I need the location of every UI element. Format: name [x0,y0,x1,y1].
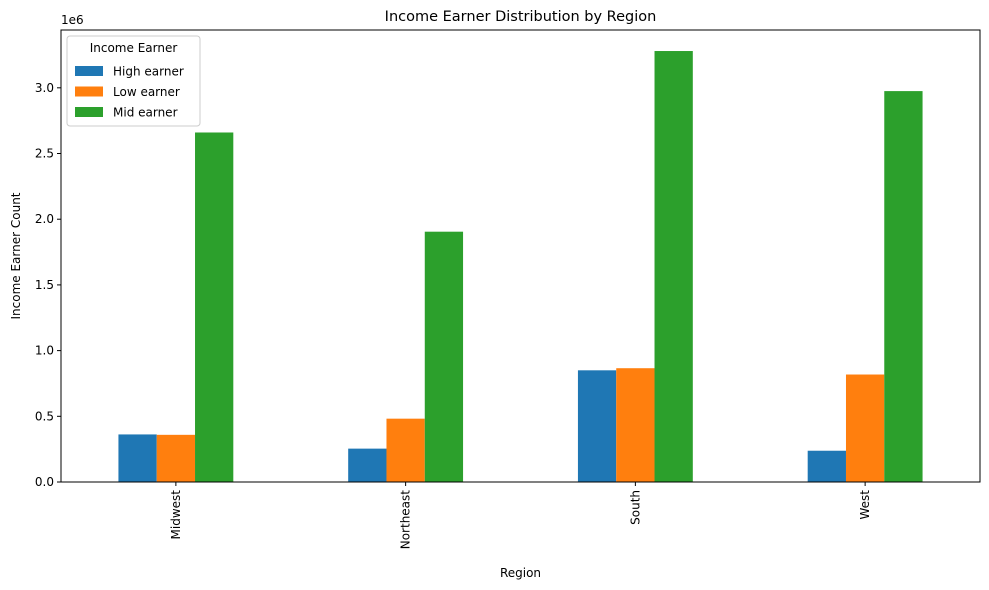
bar-south-high-earner [577,370,617,482]
bar-south-mid-earner [654,51,693,483]
plot-frame [60,29,981,483]
legend-title: Income Earner [90,41,178,55]
legend-items: High earner Low earner Mid earner [75,65,184,120]
bar-northeast-low-earner [386,418,425,482]
bar-midwest-mid-earner [195,132,234,483]
legend-label: Mid earner [113,106,178,120]
legend-swatch [75,86,103,97]
legend: Income Earner High earner Low earner Mid e… [66,35,201,127]
x-tick-label: Midwest [169,490,183,540]
legend-box [66,35,201,127]
bars-group [118,51,923,483]
bar-west-low-earner [845,374,885,482]
y-offset-text: 1e6 [61,13,84,27]
x-tick-label: Northeast [399,490,413,550]
y-tick-label: 2.0 [35,212,54,226]
y-tick-label: 3.0 [35,81,54,95]
bar-south-low-earner [616,368,655,482]
y-axis-label: Income Earner Count [9,192,23,319]
bar-midwest-high-earner [118,434,157,482]
y-axis: 0.0 0.5 1.0 1.5 2.0 2.5 3.0 [35,81,61,489]
legend-label: High earner [113,65,184,79]
x-tick-label: West [858,490,872,520]
bar-northeast-mid-earner [424,231,464,482]
bar-west-mid-earner [884,91,923,482]
y-tick-label: 1.0 [35,344,54,358]
y-tick-label: 2.5 [35,147,54,161]
y-tick-label: 1.5 [35,278,54,292]
bar-northeast-high-earner [348,448,387,482]
legend-swatch [75,107,103,117]
x-axis-label: Region [500,566,541,580]
bar-west-high-earner [807,450,846,482]
y-tick-label: 0.0 [35,475,54,489]
x-tick-label: South [628,490,642,525]
legend-swatch [75,66,103,76]
legend-label: Low earner [113,85,180,99]
bar-midwest-low-earner [156,434,196,482]
chart-title: Income Earner Distribution by Region [385,9,657,25]
x-axis: Midwest Northeast South West [169,482,872,549]
y-tick-label: 0.5 [35,409,54,423]
